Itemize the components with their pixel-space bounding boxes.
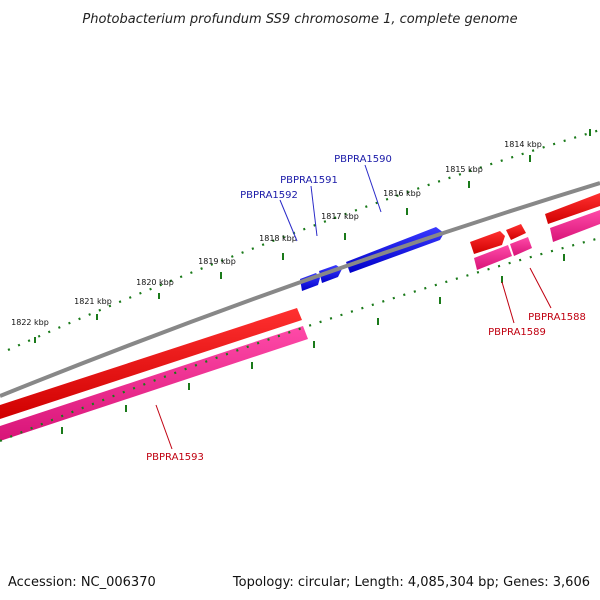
leader-pbpra1588 bbox=[529, 267, 552, 309]
lower-scale-major-ticks bbox=[61, 254, 565, 434]
kbp-label-1818: 1818 kbp bbox=[259, 234, 297, 243]
leader-pbpra1592 bbox=[279, 199, 298, 242]
gene-label-pbpra1592[interactable]: PBPRA1592 bbox=[240, 190, 298, 201]
upper-scale-major-ticks bbox=[34, 129, 591, 343]
lower-scale-ticks bbox=[0, 236, 600, 443]
gene-label-pbpra1591[interactable]: PBPRA1591 bbox=[280, 175, 338, 186]
leader-pbpra1593 bbox=[155, 404, 173, 450]
kbp-label-1817: 1817 kbp bbox=[321, 212, 359, 221]
kbp-label-1820: 1820 kbp bbox=[136, 278, 174, 287]
cds-arrow-pbpra1588a[interactable] bbox=[506, 224, 526, 240]
leader-pbpra1590 bbox=[364, 164, 382, 213]
kbp-label-1815: 1815 kbp bbox=[445, 165, 483, 174]
gene-bar-pbpra1589[interactable] bbox=[474, 245, 512, 270]
kbp-label-1822: 1822 kbp bbox=[11, 318, 49, 327]
gene-bar-pbpra1588b[interactable] bbox=[550, 210, 600, 242]
gene-label-pbpra1589[interactable]: PBPRA1589 bbox=[488, 327, 546, 338]
gene-bar-pbpra1588a[interactable] bbox=[510, 237, 532, 256]
cds-arrow-pbpra1589[interactable] bbox=[470, 231, 505, 254]
gene-label-pbpra1590[interactable]: PBPRA1590 bbox=[334, 154, 392, 165]
upper-scale-ticks bbox=[7, 128, 600, 352]
cds-arrow-pbpra1588b[interactable] bbox=[545, 193, 600, 224]
gene-label-pbpra1588[interactable]: PBPRA1588 bbox=[528, 312, 586, 323]
accession-text: Accession: NC_006370 bbox=[8, 575, 156, 590]
gene-label-pbpra1593[interactable]: PBPRA1593 bbox=[146, 452, 204, 463]
map-title: Photobacterium profundum SS9 chromosome … bbox=[82, 12, 517, 27]
kbp-label-1816: 1816 kbp bbox=[383, 189, 421, 198]
leader-pbpra1591 bbox=[310, 185, 318, 237]
genome-stats-text: Topology: circular; Length: 4,085,304 bp… bbox=[232, 575, 590, 590]
leader-pbpra1589 bbox=[501, 281, 515, 324]
kbp-label-1819: 1819 kbp bbox=[198, 257, 236, 266]
kbp-label-1814: 1814 kbp bbox=[504, 140, 542, 149]
gene-bar-pbpra1593[interactable] bbox=[0, 326, 308, 441]
kbp-label-1821: 1821 kbp bbox=[74, 297, 112, 306]
cds-bar-pbpra1593[interactable] bbox=[0, 308, 302, 419]
chromosome-backbone bbox=[0, 181, 600, 398]
